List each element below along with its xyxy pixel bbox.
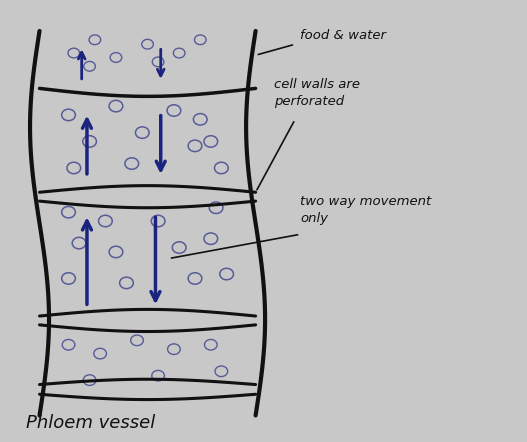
Text: Phloem vessel: Phloem vessel bbox=[26, 414, 155, 432]
Text: cell walls are
perforated: cell walls are perforated bbox=[274, 78, 360, 108]
Text: two way movement
only: two way movement only bbox=[300, 195, 432, 225]
Text: food & water: food & water bbox=[300, 29, 386, 42]
